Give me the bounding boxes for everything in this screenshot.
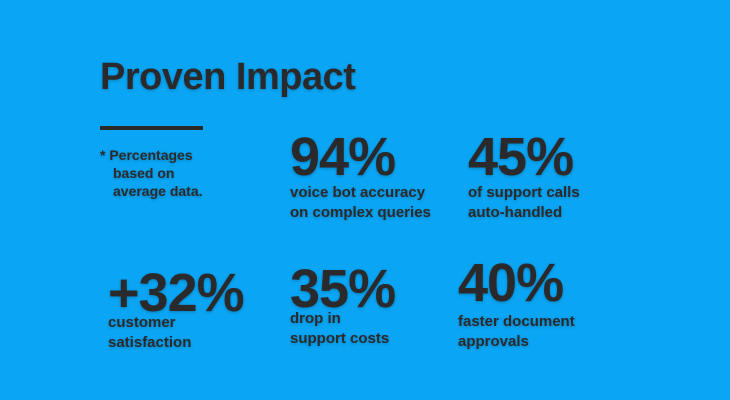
note: based on — [113, 165, 175, 181]
stat-label: auto-handled — [468, 204, 563, 221]
title: Proven Impact — [100, 56, 356, 98]
stat-label: on complex queries — [290, 204, 431, 221]
stat-label: of support calls — [468, 184, 580, 201]
stat-label: faster document — [458, 313, 575, 330]
stat-value: 45% — [468, 127, 574, 187]
stat-label: voice bot accuracy — [290, 184, 426, 201]
stat-label: approvals — [458, 333, 529, 350]
stat-label: drop in — [290, 310, 341, 327]
note: * Percentages — [100, 147, 193, 163]
stat-label: customer — [108, 314, 176, 331]
stat-value: 35% — [290, 259, 396, 319]
stat-value: 40% — [458, 253, 564, 313]
note: average data. — [113, 183, 203, 199]
stat-label: satisfaction — [108, 334, 192, 351]
stat-value: 94% — [290, 127, 396, 187]
stat-value: +32% — [108, 263, 245, 323]
title-underline — [100, 126, 203, 130]
stat-label: support costs — [290, 330, 390, 347]
